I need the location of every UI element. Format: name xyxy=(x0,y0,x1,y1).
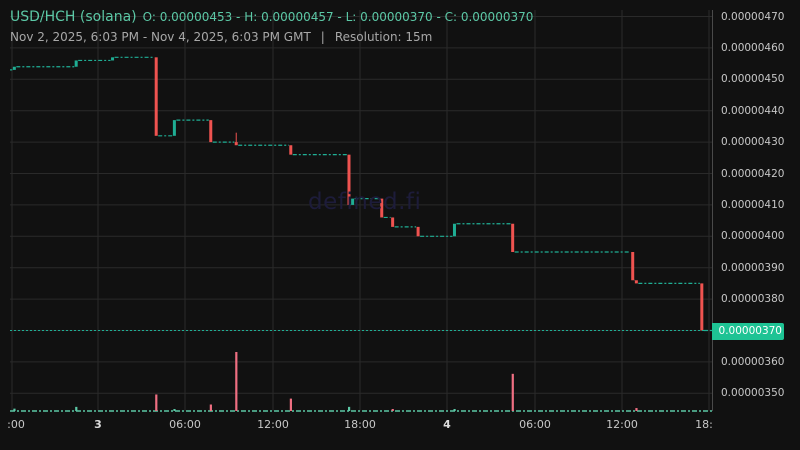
time-axis-label: :00 xyxy=(7,418,25,431)
candle-body xyxy=(172,120,176,136)
price-axis-label: 0.00000390 xyxy=(721,261,785,274)
volume-bar xyxy=(289,398,292,411)
volume-bar xyxy=(635,408,638,411)
time-axis-label: 12:00 xyxy=(257,418,289,431)
date-range: Nov 2, 2025, 6:03 PM - Nov 4, 2025, 6:03… xyxy=(10,30,311,44)
price-axis-label: 0.00000440 xyxy=(721,104,785,117)
volume-bar xyxy=(347,406,351,411)
candle-body xyxy=(634,280,638,284)
time-axis-label: 18:00 xyxy=(344,418,376,431)
time-axis-label: 06:00 xyxy=(519,418,551,431)
price-axis-label: 0.00000430 xyxy=(721,136,785,149)
price-axis-label: 0.00000350 xyxy=(721,387,785,400)
volume-bar xyxy=(13,408,16,411)
candle-body xyxy=(452,223,456,237)
candle-body xyxy=(416,226,420,237)
time-axis-label: 18: xyxy=(695,418,713,431)
candle-body xyxy=(209,120,213,143)
candle-body xyxy=(511,223,515,252)
volume-bar xyxy=(173,409,176,411)
current-price-tag: 0.00000370 xyxy=(712,323,784,340)
volume-bar xyxy=(391,409,394,411)
candle-body xyxy=(631,252,635,281)
ohlc-values: O: 0.00000453 - H: 0.00000457 - L: 0.000… xyxy=(142,10,534,24)
candle-body xyxy=(154,57,158,136)
time-axis-label: 4 xyxy=(443,418,451,431)
time-axis-label: 06:00 xyxy=(169,418,201,431)
candle-body xyxy=(700,283,704,331)
candle-body xyxy=(234,142,238,146)
price-axis-label: 0.00000460 xyxy=(721,41,785,54)
price-axis-label: 0.00000470 xyxy=(721,10,785,23)
price-axis-label: 0.00000420 xyxy=(721,167,785,180)
price-axis-label: 0.00000380 xyxy=(721,293,785,306)
price-axis-label: 0.00000360 xyxy=(721,355,785,368)
candle-body xyxy=(12,66,16,70)
resolution-label: Resolution: 15m xyxy=(334,30,433,44)
price-axis-label: 0.00000400 xyxy=(721,230,785,243)
legend-separator: | xyxy=(320,30,325,44)
volume-bar xyxy=(209,404,212,411)
volume-bar xyxy=(453,409,456,411)
volume-bar xyxy=(75,406,78,411)
candle-body xyxy=(380,198,384,218)
candle-body xyxy=(347,154,351,205)
volume-bar xyxy=(235,352,238,411)
chart-legend: USD/HCH (solana) O: 0.00000453 - H: 0.00… xyxy=(10,9,533,44)
volume-bar xyxy=(155,394,158,411)
time-axis-label: 12:00 xyxy=(606,418,638,431)
candle-body xyxy=(391,217,395,227)
candle-body xyxy=(74,60,78,67)
candle-body xyxy=(289,145,293,155)
candle-body xyxy=(111,57,115,61)
volume-bar xyxy=(511,373,514,411)
price-axis-label: 0.00000450 xyxy=(721,73,785,86)
watermark: defined.fi xyxy=(308,189,422,215)
price-axis-label: 0.00000410 xyxy=(721,198,785,211)
pair-title: USD/HCH (solana) xyxy=(10,9,137,25)
candle-body xyxy=(351,198,355,205)
time-axis-label: 3 xyxy=(94,418,102,431)
